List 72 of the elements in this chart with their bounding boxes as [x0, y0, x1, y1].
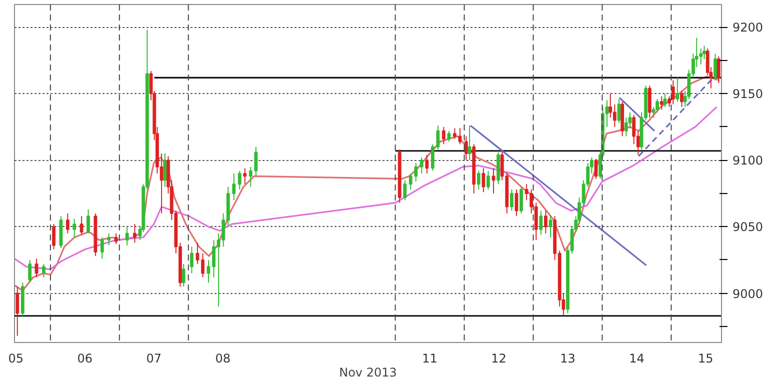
candlestick — [436, 125, 440, 150]
candlestick — [680, 90, 684, 108]
candlestick — [544, 210, 548, 234]
candlestick — [182, 263, 186, 288]
candlestick — [476, 170, 480, 190]
candlestick — [612, 104, 616, 128]
candlestick — [238, 170, 242, 190]
x-tick-label: 14 — [629, 352, 644, 366]
candlestick — [608, 93, 612, 118]
candlestick — [648, 85, 652, 118]
candlestick — [66, 212, 70, 234]
candlestick — [447, 130, 451, 142]
candlestick — [452, 128, 456, 140]
x-axis-title: Nov 2013 — [339, 366, 397, 380]
y-tick-label: 9000 — [732, 286, 764, 301]
y-tick-label: 9200 — [732, 20, 764, 35]
line-series — [14, 106, 718, 270]
candlestick — [430, 144, 434, 172]
candlestick — [107, 232, 111, 246]
candlestick — [206, 259, 210, 284]
y-tick-label: 9150 — [732, 87, 764, 102]
x-tick-label: 12 — [491, 352, 506, 366]
x-tick-label: 06 — [77, 352, 93, 366]
candlestick — [468, 125, 472, 161]
candlestick — [72, 218, 76, 238]
candlestick — [699, 48, 703, 65]
candlestick — [628, 112, 632, 129]
candlestick — [714, 53, 717, 81]
candlestick — [539, 210, 543, 236]
x-tick-label: 13 — [560, 352, 576, 366]
y-tick-label: 9100 — [732, 154, 764, 168]
candlestick — [34, 258, 38, 278]
candlestick — [232, 173, 236, 201]
candlestick — [492, 168, 496, 194]
candlestick — [716, 56, 720, 84]
candlestick — [510, 188, 514, 212]
candlestick — [660, 96, 664, 110]
candlestick — [133, 224, 136, 244]
candlestick — [125, 226, 129, 246]
x-tick-label: 15 — [698, 352, 714, 366]
candlestick — [663, 93, 667, 108]
candlestick — [86, 208, 90, 234]
candlestick — [520, 186, 523, 214]
candlestick — [482, 168, 486, 193]
candlestick — [42, 263, 46, 278]
candlestick — [414, 162, 418, 182]
candlestick — [425, 154, 429, 174]
candlestick — [442, 126, 446, 145]
candlestick — [403, 180, 407, 201]
candlestick — [190, 246, 194, 274]
x-tick-label: 08 — [215, 352, 231, 366]
candlestick — [100, 236, 104, 260]
candlestick — [16, 286, 20, 336]
x-tick-label: 11 — [422, 352, 438, 366]
candlestick — [163, 153, 167, 188]
x-tick-label: 07 — [146, 352, 162, 366]
candlestick — [486, 170, 490, 190]
candlestick — [420, 157, 424, 174]
candlestick — [676, 77, 680, 102]
candlestick — [671, 80, 675, 105]
candlestick — [632, 114, 636, 145]
candlestick — [28, 259, 32, 284]
candlestick — [464, 136, 468, 161]
candlestick — [114, 232, 118, 245]
candlestick — [458, 128, 462, 145]
candlestick — [201, 252, 204, 278]
y-tick-label: 9050 — [732, 220, 764, 234]
candlestick — [52, 224, 56, 250]
x-tick-label: 05 — [8, 352, 24, 366]
candlestick — [80, 216, 84, 236]
candlestick — [243, 168, 247, 185]
candlestick — [408, 173, 412, 190]
